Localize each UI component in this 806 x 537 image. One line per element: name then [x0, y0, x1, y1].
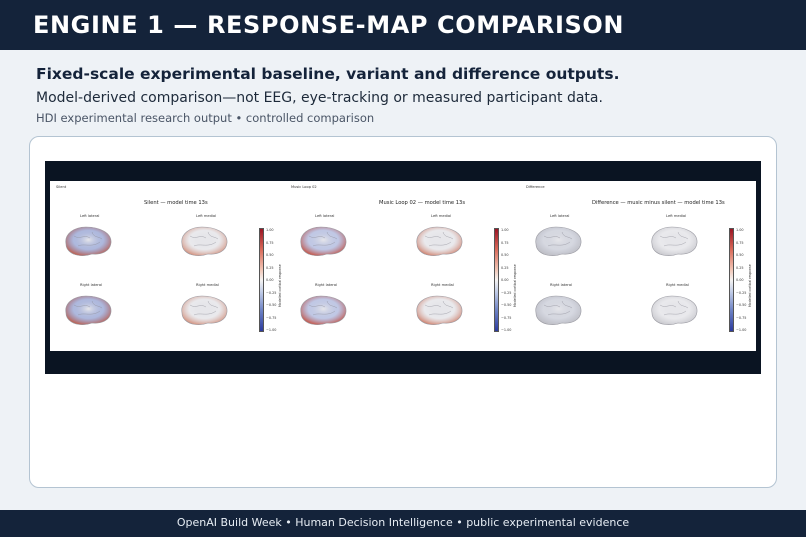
colorbar-axis-label: Modelled cortical response — [513, 264, 517, 307]
view-label: Right lateral — [80, 283, 103, 287]
colorbar-tick-label: 0.50 — [501, 253, 509, 257]
panel-title: Music Loop 02 — model time 13s — [379, 200, 466, 206]
view-label: Left medial — [431, 214, 452, 218]
colorbar-tick-label: 0.00 — [736, 278, 744, 282]
view-label: Right lateral — [315, 283, 338, 287]
view-label: Right medial — [196, 283, 219, 287]
lateral-brain-map — [65, 295, 112, 325]
colorbar-tick-label: 0.75 — [501, 240, 509, 245]
colorbar-tick-label: −1.00 — [736, 328, 747, 332]
view-label: Right medial — [431, 283, 454, 287]
lateral-brain-map — [535, 295, 582, 325]
colorbar-tick-label: 0.00 — [266, 278, 274, 282]
colorbar — [729, 228, 734, 332]
colorbar-tick-label: −0.25 — [501, 290, 512, 295]
colorbar-tick-label: −0.25 — [736, 290, 747, 295]
colorbar-tick-label: −0.50 — [266, 303, 277, 307]
colorbar-tick-label: 0.75 — [266, 240, 274, 245]
colorbar-tick-label: −0.75 — [501, 315, 512, 320]
view-label: Left medial — [196, 214, 217, 218]
view-label: Right medial — [666, 283, 689, 287]
colorbar-tick-label: −0.75 — [736, 315, 747, 320]
view-label: Left lateral — [315, 214, 335, 218]
colorbar-axis-label: Modelled cortical response — [748, 264, 752, 307]
view-label: Left lateral — [550, 214, 570, 218]
medial-brain-map — [651, 226, 698, 256]
page-header: ENGINE 1 — RESPONSE-MAP COMPARISON — [0, 0, 806, 50]
panel-corner-label: Silent — [56, 185, 67, 189]
footer-text: OpenAI Build Week • Human Decision Intel… — [176, 516, 630, 529]
view-label: Left medial — [666, 214, 687, 218]
colorbar-tick-label: −0.50 — [501, 303, 512, 307]
colorbar-tick-label: −1.00 — [266, 328, 277, 332]
panel-corner-label: Music Loop 02 — [291, 185, 317, 189]
page-title: ENGINE 1 — RESPONSE-MAP COMPARISON — [33, 11, 625, 39]
lateral-brain-map — [65, 226, 112, 256]
colorbar-tick-label: 0.75 — [736, 240, 744, 245]
figure-canvas: Silent Silent — model time 13s Left latera… — [50, 181, 756, 351]
colorbar-tick-label: 1.00 — [266, 228, 274, 232]
view-label: Left lateral — [80, 214, 100, 218]
colorbar-tick-label: 0.25 — [266, 265, 274, 270]
colorbar-tick-label: −0.75 — [266, 315, 277, 320]
colorbar-tick-label: 0.50 — [736, 253, 744, 257]
colorbar-tick-label: −0.25 — [266, 290, 277, 295]
lateral-brain-map — [300, 226, 347, 256]
section-meta: HDI experimental research output • contr… — [36, 111, 375, 125]
colorbar-tick-label: 0.25 — [736, 265, 744, 270]
medial-brain-map — [651, 295, 698, 325]
view-label: Right lateral — [550, 283, 573, 287]
medial-brain-map — [181, 226, 228, 256]
section-description: Model-derived comparison—not EEG, eye-tr… — [36, 90, 603, 106]
page-footer: OpenAI Build Week • Human Decision Intel… — [0, 510, 806, 537]
lateral-brain-map — [300, 295, 347, 325]
section-heading: Fixed-scale experimental baseline, varia… — [36, 65, 620, 83]
colorbar-axis-label: Modelled cortical response — [278, 264, 282, 307]
colorbar-tick-label: 1.00 — [736, 228, 744, 232]
colorbar-tick-label: −1.00 — [501, 328, 512, 332]
colorbar-tick-label: 0.50 — [266, 253, 274, 257]
medial-brain-map — [416, 226, 463, 256]
medial-brain-map — [181, 295, 228, 325]
colorbar-tick-label: −0.50 — [736, 303, 747, 307]
colorbar-tick-label: 1.00 — [501, 228, 509, 232]
panel-corner-label: Difference — [526, 185, 545, 189]
panel-title: Silent — model time 13s — [144, 200, 208, 206]
colorbar — [494, 228, 499, 332]
medial-brain-map — [416, 295, 463, 325]
colorbar-tick-label: 0.25 — [501, 265, 509, 270]
colorbar — [259, 228, 264, 332]
panel-title: Difference — music minus silent — model … — [592, 200, 725, 206]
lateral-brain-map — [535, 226, 582, 256]
colorbar-tick-label: 0.00 — [501, 278, 509, 282]
